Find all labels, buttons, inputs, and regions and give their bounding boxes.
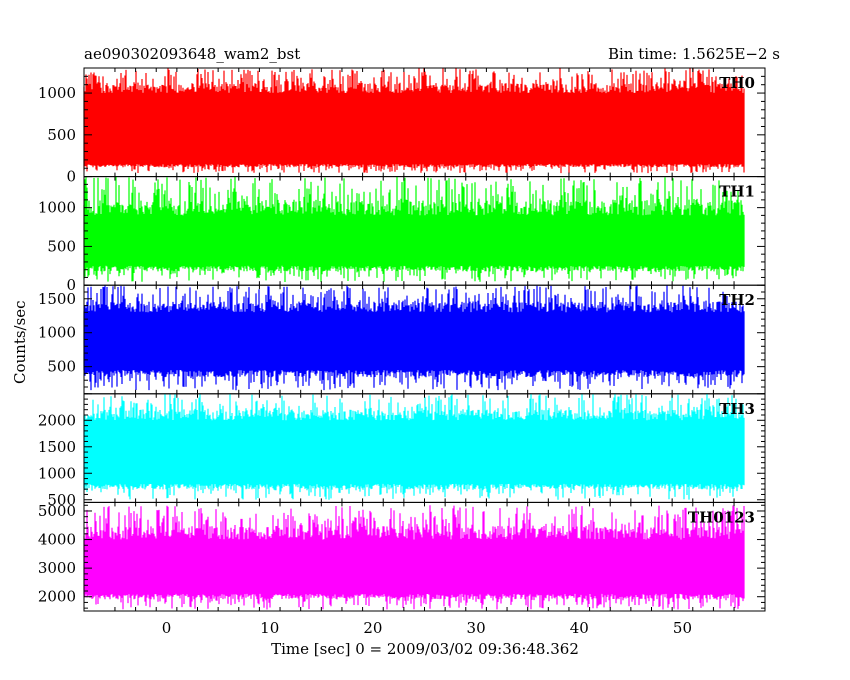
y-axis-label: Counts/sec [11,300,29,384]
y-tick-label: 1500 [38,290,76,308]
y-tick-label: 500 [47,491,76,509]
y-tick-label: 1000 [38,199,76,217]
x-tick-label: 20 [363,619,382,637]
y-tick-label: 2000 [38,588,76,606]
series-th2 [83,285,745,391]
bin-time-label: Bin time: 1.5625E−2 s [607,45,780,63]
series-th0 [83,68,745,174]
x-tick-label: 0 [162,619,172,637]
panel-label-th1: TH1 [719,183,755,201]
x-tick-label: 10 [260,619,279,637]
x-tick-label: 50 [673,619,692,637]
y-tick-label: 2000 [38,411,76,429]
y-tick-label: 4000 [38,531,76,549]
x-tick-label: 30 [467,619,486,637]
series-th3 [83,393,745,500]
y-tick-label: 0 [66,168,76,186]
y-tick-label: 5000 [38,502,76,520]
y-tick-label: 0 [66,276,76,294]
y-tick-label: 500 [47,126,76,144]
y-tick-label: 1000 [38,464,76,482]
series-th0123 [83,505,745,610]
y-tick-label: 1000 [38,84,76,102]
y-tick-label: 1500 [38,438,76,456]
panel-label-th2: TH2 [719,291,755,309]
y-tick-label: 500 [47,237,76,255]
series-th1 [83,176,745,282]
x-tick-label: 40 [570,619,589,637]
panel-label-th0: TH0 [719,74,755,92]
panel-label-th3: TH3 [719,400,755,418]
x-axis-label: Time [sec] 0 = 2009/03/02 09:36:48.362 [271,640,579,658]
panel-label-th0123: TH0123 [688,508,755,526]
y-tick-label: 1000 [38,324,76,342]
plot-title: ae090302093648_wam2_bst [84,45,301,63]
y-tick-label: 3000 [38,559,76,577]
y-tick-label: 500 [47,358,76,376]
